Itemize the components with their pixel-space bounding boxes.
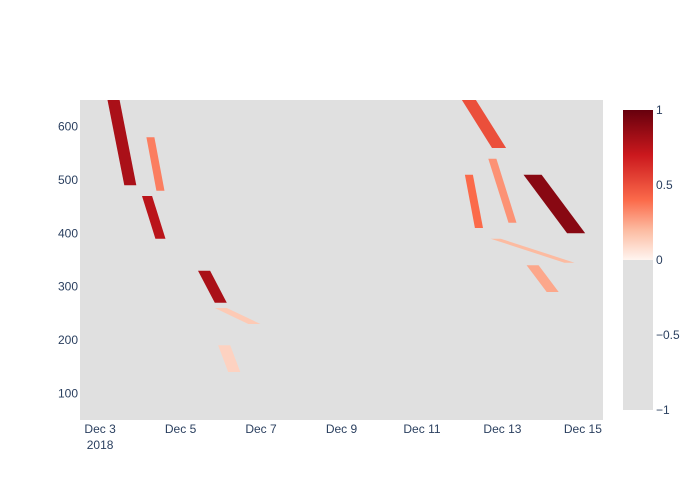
heatmap-streak xyxy=(464,174,483,228)
colorbar xyxy=(623,110,653,410)
colorbar-tick-label: 0 xyxy=(656,253,663,267)
y-tick-label: 300 xyxy=(58,280,78,294)
x-tick-label: Dec 7 xyxy=(245,422,277,436)
x-tick-label: Dec 5 xyxy=(165,422,197,436)
x-tick-year-label: 2018 xyxy=(87,438,114,452)
y-axis: 100 200 300 400 500 600 xyxy=(58,120,78,401)
y-tick-label: 200 xyxy=(58,333,78,347)
x-tick-label: Dec 15 xyxy=(564,422,602,436)
heatmap-streak xyxy=(523,174,586,234)
x-tick-label: Dec 13 xyxy=(483,422,521,436)
heatmap-streak xyxy=(488,158,517,223)
plot-background xyxy=(80,100,603,420)
y-tick-label: 100 xyxy=(58,386,78,400)
heatmap-streak xyxy=(146,137,165,191)
heatmap-streak xyxy=(107,100,137,186)
heatmap-streak xyxy=(526,265,559,292)
colorbar-tick-label: −1 xyxy=(656,403,670,417)
heatmap-streak xyxy=(490,238,575,263)
heatmap-cells xyxy=(107,100,586,372)
y-tick-label: 600 xyxy=(58,120,78,134)
y-tick-label: 500 xyxy=(58,173,78,187)
x-tick-label: Dec 11 xyxy=(403,422,440,436)
heatmap-streak xyxy=(218,345,241,372)
colorbar-tick-label: 1 xyxy=(656,103,663,117)
colorbar-ticks: 1 0.5 0 −0.5 −1 xyxy=(656,103,680,417)
heatmap-streak xyxy=(198,270,227,303)
x-tick-label: Dec 9 xyxy=(326,422,358,436)
heatmap-streak xyxy=(142,196,166,239)
heatmap-streak xyxy=(461,100,507,148)
x-axis: Dec 3 2018 Dec 5 Dec 7 Dec 9 Dec 11 Dec 13 Dec … xyxy=(84,422,602,452)
heatmap-streak xyxy=(214,308,261,324)
y-tick-label: 400 xyxy=(58,226,78,240)
colorbar-tick-label: 0.5 xyxy=(656,178,673,192)
colorbar-tick-label: −0.5 xyxy=(656,328,680,342)
x-tick-label: Dec 3 xyxy=(84,422,116,436)
